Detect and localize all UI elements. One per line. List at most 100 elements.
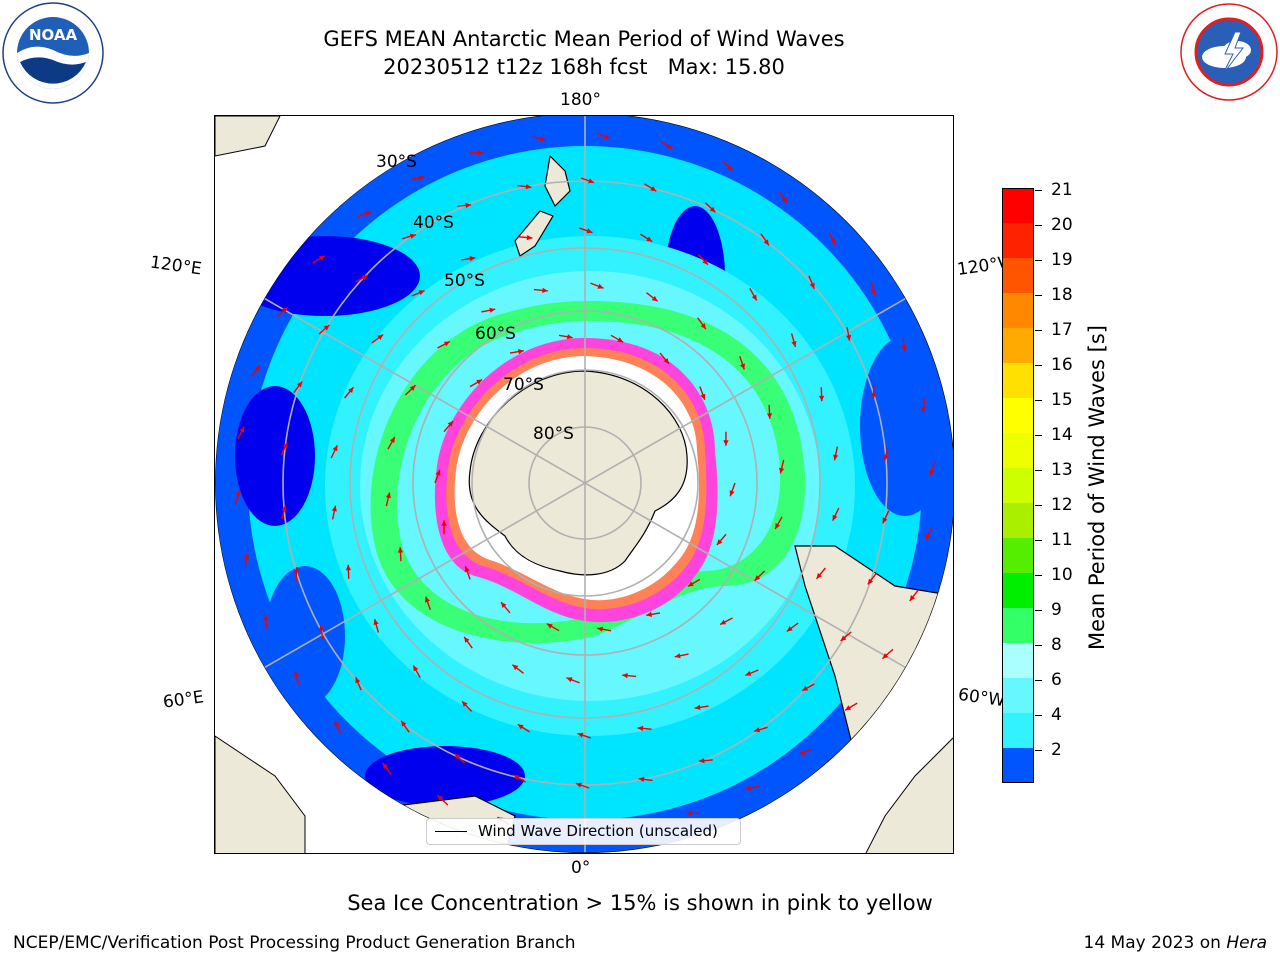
colorbar-tick-label: 18	[1051, 285, 1073, 305]
wind-wave-arrow-head	[617, 337, 624, 343]
colorbar-tick	[1035, 435, 1042, 436]
colorbar-tick-label: 19	[1051, 250, 1073, 270]
wind-wave-arrow-head	[830, 238, 836, 245]
wind-wave-arrow-head	[650, 186, 657, 192]
colorbar-segment	[1002, 188, 1034, 223]
wind-wave-arrow-head	[389, 437, 395, 443]
wind-wave-arrow-head	[525, 184, 532, 190]
wind-wave-arrow-head	[437, 795, 444, 801]
wind-wave-arrow-head	[443, 341, 450, 347]
wind-wave-arrow-head	[740, 363, 745, 370]
wind-wave-arrow-head	[870, 289, 876, 295]
wind-wave-arrow-head	[882, 517, 888, 524]
colorbar-segment	[1002, 363, 1034, 398]
wind-wave-arrow-head	[745, 785, 752, 791]
wind-wave-arrow-head	[540, 136, 546, 142]
wind-wave-arrow-head	[476, 379, 483, 385]
colorbar-segment	[1002, 223, 1034, 258]
colorbar-tick-label: 14	[1051, 425, 1073, 445]
new-zealand-south	[514, 210, 554, 257]
wind-wave-arrow-head	[409, 233, 416, 239]
wind-wave-arrow-head	[425, 596, 430, 603]
wind-wave-arrow-head	[464, 566, 470, 573]
colorbar-tick-label: 16	[1051, 355, 1073, 375]
wind-wave-arrow-head	[763, 239, 769, 246]
wind-wave-arrow-head	[345, 564, 351, 571]
wind-wave-arrow-head	[254, 365, 261, 371]
colorbar-tick	[1035, 330, 1042, 331]
wind-wave-arrow-head	[921, 406, 927, 413]
wind-wave-arrow-head	[782, 197, 788, 203]
wind-wave-arrow-head	[832, 514, 838, 521]
wind-wave-arrow-head	[281, 307, 288, 313]
wind-wave-arrow-head	[542, 287, 548, 293]
new-zealand-north	[544, 154, 571, 208]
colorbar-tick	[1035, 750, 1042, 751]
wind-wave-arrow-head	[716, 539, 723, 545]
wind-wave-arrow-head	[802, 685, 809, 691]
wind-wave-arrow-head	[355, 677, 361, 684]
wind-wave-arrow-head	[638, 776, 645, 782]
colorbar-tick	[1035, 540, 1042, 541]
wind-wave-arrow-head	[694, 704, 701, 710]
wind-wave-arrow-head	[754, 575, 761, 581]
colorbar-segment	[1002, 293, 1034, 328]
wind-wave-arrow-head	[729, 490, 735, 497]
wind-wave-arrow-head	[929, 469, 935, 476]
wind-wave-arrow-head	[833, 454, 839, 461]
wind-wave-arrow-head	[401, 720, 407, 727]
wind-wave-arrow-head	[373, 619, 379, 625]
wind-wave-arrow-head	[845, 705, 852, 711]
wind-wave-arrow-head	[767, 413, 773, 419]
wind-wave-arrow-head	[597, 626, 603, 632]
colorbar-graphic	[1001, 188, 1035, 815]
colorbar-tick-label: 13	[1051, 460, 1073, 480]
colorbar-segment	[1002, 258, 1034, 293]
colorbar-tick	[1035, 610, 1042, 611]
colorbar-tick-label: 8	[1051, 635, 1062, 655]
wind-wave-arrow-head	[577, 732, 584, 738]
colorbar-ticks: 21 20 19 18 17 16 15 14 13 12 11 10 9 8 6 4 2	[1035, 180, 1095, 770]
footer-host: Hera	[1226, 933, 1267, 953]
wind-wave-arrow-head	[331, 505, 337, 512]
colorbar-segment	[1002, 398, 1034, 433]
wind-wave-arrow-head	[754, 727, 761, 733]
wind-wave-arrow-head	[293, 567, 299, 573]
colorbar-segment	[1002, 643, 1034, 678]
colorbar-tick-label: 2	[1051, 740, 1062, 760]
wind-wave-arrow-head	[323, 325, 330, 331]
colorbar-segment	[1002, 503, 1034, 538]
wind-wave-arrow-head	[239, 426, 245, 433]
wind-wave-arrow-head	[799, 749, 805, 755]
wind-wave-arrow-head	[871, 393, 877, 399]
blue-patch	[860, 336, 950, 516]
wind-wave-arrow-head	[588, 178, 595, 184]
wind-wave-arrow-head	[567, 334, 573, 340]
wind-wave-arrow-head	[566, 677, 573, 683]
wind-wave-arrow-head	[454, 753, 461, 760]
colorbar-tick-label: 6	[1051, 670, 1062, 690]
colorbar-tick	[1035, 505, 1042, 506]
map-panel	[214, 115, 954, 854]
lat-label-70s: 70°S	[503, 375, 544, 395]
map-legend: Wind Wave Direction (unscaled)	[426, 818, 741, 845]
wind-wave-arrow-head	[513, 774, 520, 780]
disc-mask	[215, 116, 953, 853]
wind-wave-arrow-head	[348, 387, 354, 393]
lat-label-40s: 40°S	[413, 213, 454, 233]
lon-label-180: 180°	[560, 90, 601, 110]
chart-subtitle: 20230512 t12z 168h fcst Max: 15.80	[383, 55, 785, 79]
wind-wave-arrow-head	[575, 782, 582, 788]
wind-wave-arrow-head	[883, 454, 889, 461]
wind-wave-arrow-head	[512, 664, 519, 671]
wind-wave-arrow-head	[365, 211, 371, 217]
colorbar-segment	[1002, 678, 1034, 713]
graticule	[215, 116, 953, 853]
lat-label-30s: 30°S	[376, 152, 417, 172]
nws-logo	[1179, 2, 1279, 102]
wind-wave-arrow-head	[294, 671, 300, 677]
wind-wave-arrow-head	[318, 255, 325, 261]
colorbar-tick-label: 21	[1051, 180, 1073, 200]
blue-patch	[265, 566, 345, 706]
colorbar-tick	[1035, 295, 1042, 296]
